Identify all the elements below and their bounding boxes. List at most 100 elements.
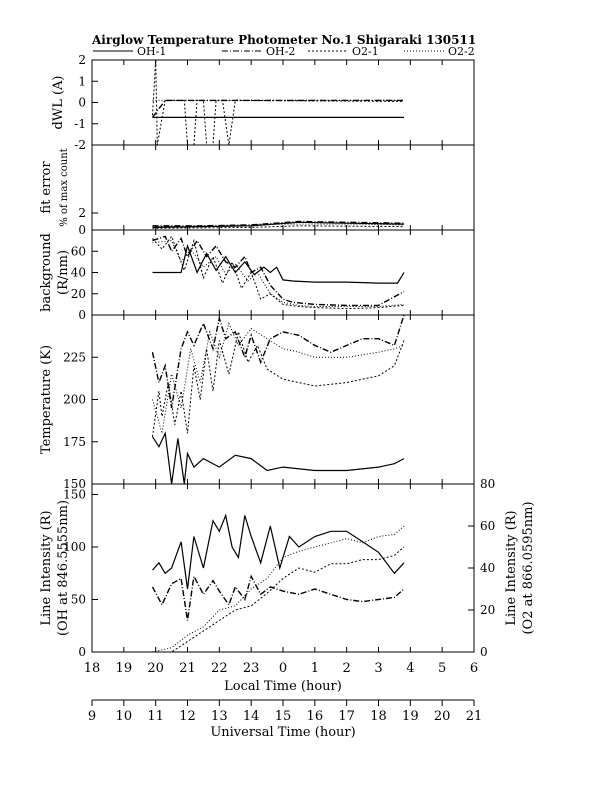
series-line-bg-o2-1 <box>152 235 405 310</box>
chart-title: Airglow Temperature Photometer No.1 Shig… <box>91 33 476 47</box>
legend-label-o2-2: O2-2 <box>448 45 475 58</box>
series-line-temp-oh-1 <box>151 431 405 484</box>
ytick-label: 200 <box>63 393 86 407</box>
xtick-label-local: 5 <box>438 661 446 676</box>
series-line-bg-oh-2 <box>152 235 405 307</box>
ytick-label: 150 <box>63 488 86 502</box>
xtick-label-ut: 10 <box>116 709 133 724</box>
xtick-label-local: 0 <box>279 661 287 676</box>
series-line-fiterr-oh-1 <box>152 221 405 228</box>
series-line-temp-oh-2 <box>151 315 405 409</box>
xtick-label-ut: 17 <box>338 709 355 724</box>
ylabel-right2: (O2 at 866.0595nm) <box>521 501 536 634</box>
ytick-label: 40 <box>71 266 86 280</box>
xtick-label-ut: 19 <box>402 709 419 724</box>
panel-bg: 60 40 20 0 background (R/nm) <box>39 229 475 322</box>
panel-frame-dwl <box>91 59 475 146</box>
ytick-label-right: 0 <box>480 645 488 659</box>
series-line-fiterr-o2-1 <box>152 225 405 229</box>
xlabel-ut: Universal Time (hour) <box>210 725 355 740</box>
xtick-label-local: 2 <box>343 661 351 676</box>
ylabel2-bg: (R/nm) <box>56 250 71 295</box>
legend-label-o2-1: O2-1 <box>352 45 379 58</box>
xlabel-local: Local Time (hour) <box>224 679 342 694</box>
series-group-dwl <box>151 60 405 145</box>
series-line-int-oh-2 <box>151 574 405 621</box>
xtick-label-ut: 15 <box>275 709 292 724</box>
xtick-label-local: 20 <box>147 661 164 676</box>
ytick-label-right: 80 <box>480 477 495 491</box>
ytick-label: 1 <box>78 74 86 88</box>
ylabel2-int: (OH at 846.5555nm) <box>56 500 71 636</box>
xtick-label-ut: 12 <box>179 709 196 724</box>
ytick-label: 0 <box>78 223 86 237</box>
panel-frame-temp <box>91 314 475 485</box>
xtick-label-local: 6 <box>470 661 478 676</box>
xtick-label-local: 23 <box>243 661 260 676</box>
ylabel-fiterr: fit error <box>39 161 54 214</box>
panel-frame-bg <box>91 229 475 316</box>
xtick-label-ut: 18 <box>370 709 387 724</box>
ylabel-dwl: dWL (A) <box>51 76 66 130</box>
series-line-int-o2-1 <box>152 546 405 652</box>
series-line-int-oh-1 <box>152 513 405 590</box>
legend-label-oh-2: OH-2 <box>266 45 295 58</box>
xtick-label-ut: 14 <box>243 709 260 724</box>
series-line-bg-o2-2 <box>152 240 405 307</box>
ytick-label: 20 <box>71 287 86 301</box>
ytick-label: 100 <box>63 540 86 554</box>
legend: OH-1 OH-2 O2-1 O2-2 <box>93 45 475 58</box>
ytick-label-right: 40 <box>480 561 495 575</box>
xtick-label-ut: 9 <box>88 709 96 724</box>
series-line-fiterr-o2-2 <box>152 223 405 228</box>
ytick-label: 225 <box>63 350 86 364</box>
ytick-label-right: 20 <box>480 603 495 617</box>
ytick-label: 0 <box>78 645 86 659</box>
series-line-temp-o2-2 <box>152 322 405 434</box>
ylabel-int: Line Intensity (R) <box>39 510 54 625</box>
series-line-dwl-oh-2 <box>151 99 404 118</box>
series-line-temp-o2-1 <box>152 329 405 437</box>
ytick-label: 0 <box>78 308 86 322</box>
ytick-label: 150 <box>63 477 86 491</box>
ytick-label: 2 <box>78 53 86 67</box>
xtick-label-ut: 13 <box>211 709 228 724</box>
xtick-label-local: 22 <box>211 661 228 676</box>
series-group-fiterr <box>152 220 405 229</box>
series-line-dwl-o2-1 <box>152 60 405 145</box>
xtick-label-ut: 20 <box>434 709 451 724</box>
ytick-label: 60 <box>71 244 86 258</box>
panel-frame-fiterr <box>91 144 475 231</box>
ylabel-temp: Temperature (K) <box>39 345 54 454</box>
ytick-label: 0 <box>78 96 86 110</box>
xtick-label-ut: 16 <box>307 709 324 724</box>
series-group-bg <box>152 235 405 310</box>
ylabel2-fiterr: % of max count <box>59 148 70 226</box>
series-group-int <box>151 513 405 652</box>
ytick-label: -2 <box>74 138 86 152</box>
series-line-int-o2-2 <box>152 525 405 652</box>
ytick-label: -1 <box>74 117 86 131</box>
series-line-bg-oh-1 <box>152 243 405 284</box>
xtick-label-local: 21 <box>179 661 196 676</box>
ylabel-right: Line Intensity (R) <box>504 510 519 625</box>
xtick-label-local: 1 <box>311 661 319 676</box>
legend-label-oh-1: OH-1 <box>137 45 166 58</box>
xtick-label-ut: 21 <box>466 709 483 724</box>
series-line-fiterr-oh-2 <box>152 220 405 227</box>
xtick-label-local: 18 <box>84 661 101 676</box>
ytick-label-right: 60 <box>480 519 495 533</box>
xtick-label-local: 4 <box>406 661 414 676</box>
ytick-label: 2 <box>78 206 86 220</box>
panel-dwl: 2 1 0 -1 -2 dWL (A) <box>51 53 475 152</box>
xtick-label-local: 3 <box>374 661 382 676</box>
ylabel-bg: background <box>39 233 54 312</box>
xtick-label-local: 19 <box>116 661 133 676</box>
ytick-label: 50 <box>71 593 86 607</box>
series-group-temp <box>151 315 405 484</box>
